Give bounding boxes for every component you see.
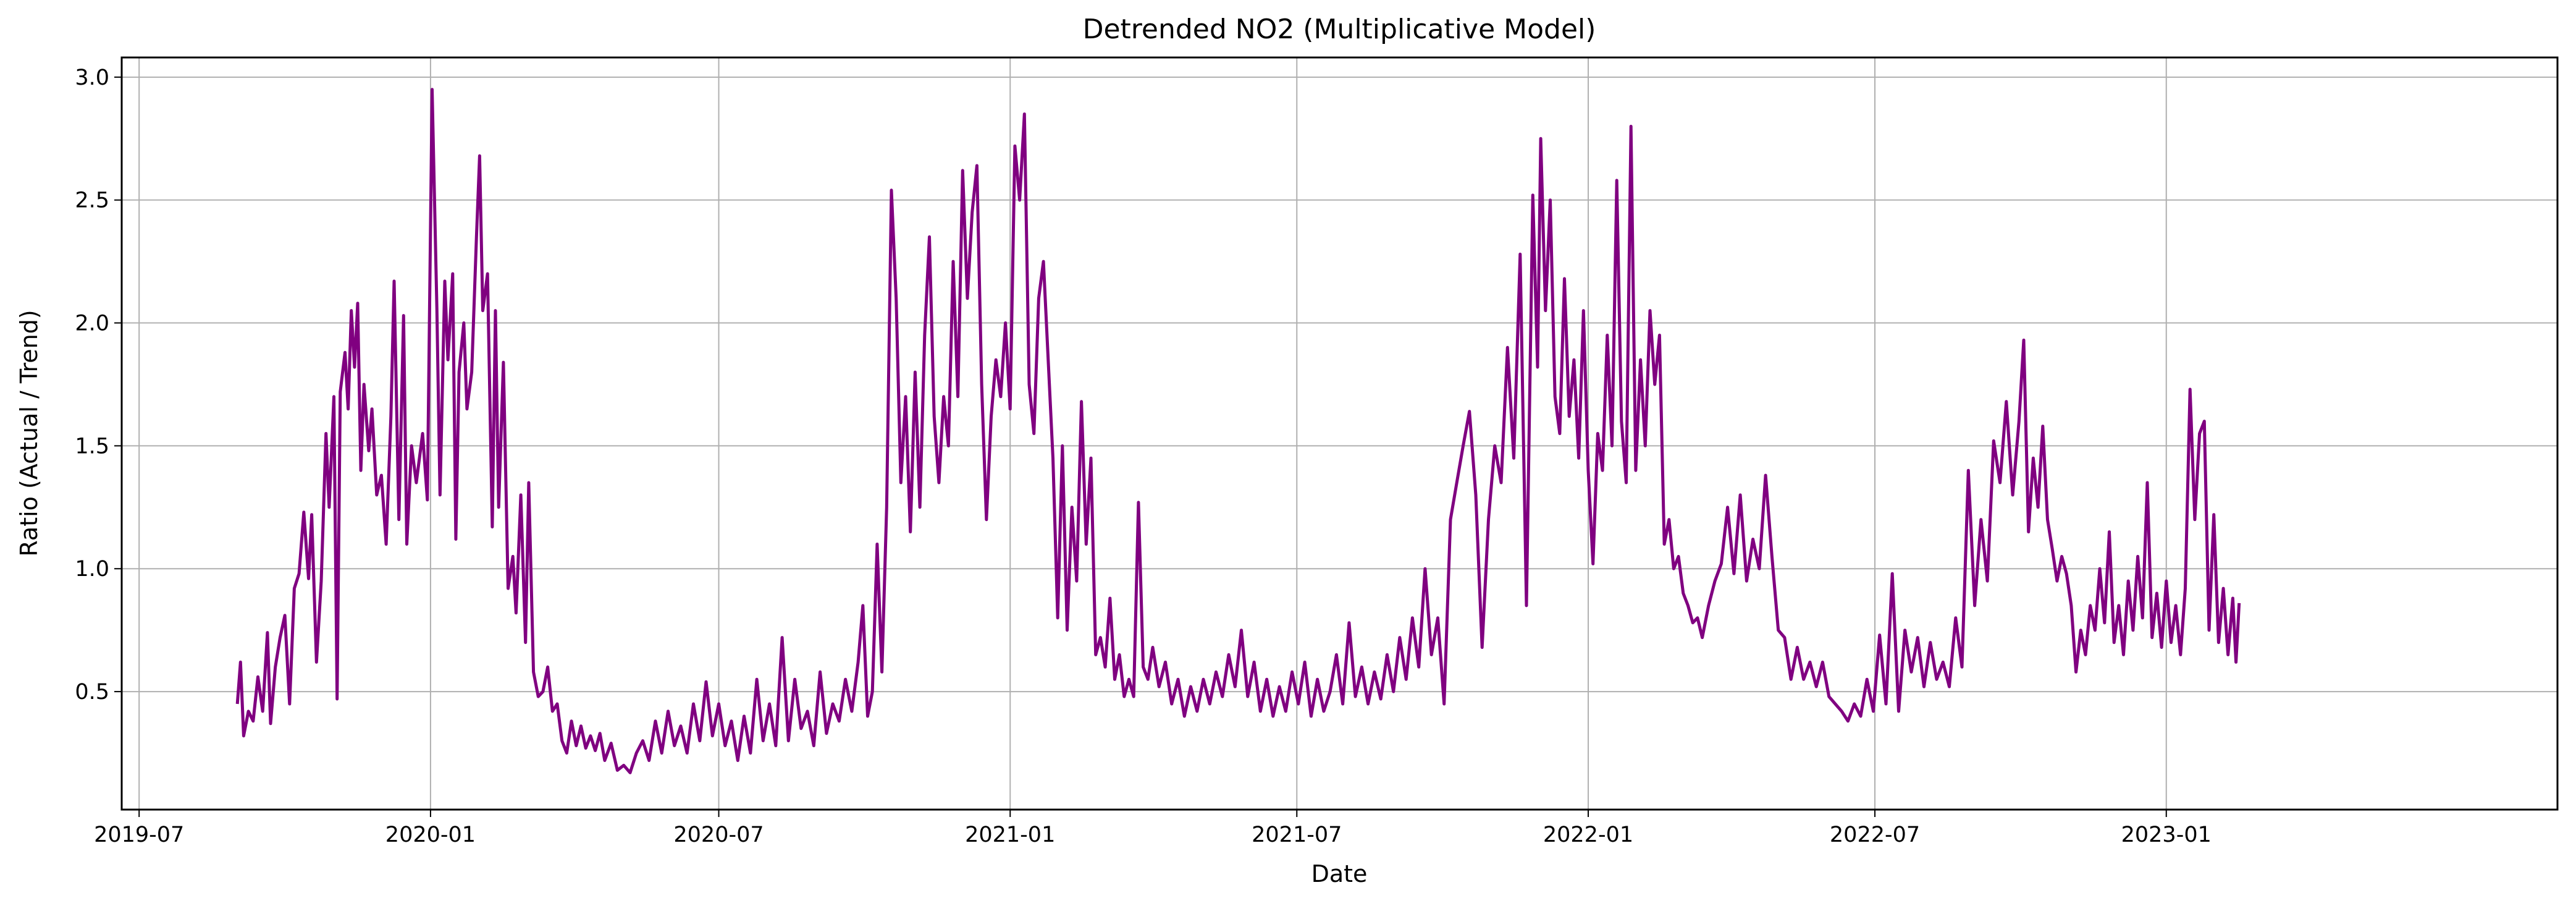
- y-axis-label: Ratio (Actual / Trend): [15, 310, 43, 556]
- y-tick-label: 2.0: [75, 311, 109, 336]
- y-tick-label: 3.0: [75, 66, 109, 90]
- x-tick-label: 2020-07: [673, 823, 764, 847]
- y-tick-label: 1.0: [75, 557, 109, 582]
- x-tick-label: 2021-07: [1252, 823, 1342, 847]
- y-tick-label: 0.5: [75, 680, 109, 705]
- x-axis-label: Date: [1311, 860, 1368, 887]
- series-line: [235, 88, 2241, 774]
- x-tick-label: 2022-07: [1830, 823, 1920, 847]
- x-tick-label: 2020-01: [385, 823, 476, 847]
- x-tick-label: 2019-07: [94, 823, 184, 847]
- series-group: [235, 88, 2241, 774]
- y-tick-label: 1.5: [75, 434, 109, 459]
- x-tick-label: 2023-01: [2121, 823, 2212, 847]
- y-tick-label: 2.5: [75, 188, 109, 213]
- chart-title: Detrended NO2 (Multiplicative Model): [1083, 14, 1596, 45]
- x-tick-label: 2022-01: [1543, 823, 1633, 847]
- x-tick-label: 2021-01: [965, 823, 1055, 847]
- plot-frame: [120, 56, 2559, 811]
- grid: [122, 57, 2557, 810]
- axis-ticks: 2019-07 2020-01 2020-07 2021-01 2021-07 2022-…: [75, 66, 2212, 847]
